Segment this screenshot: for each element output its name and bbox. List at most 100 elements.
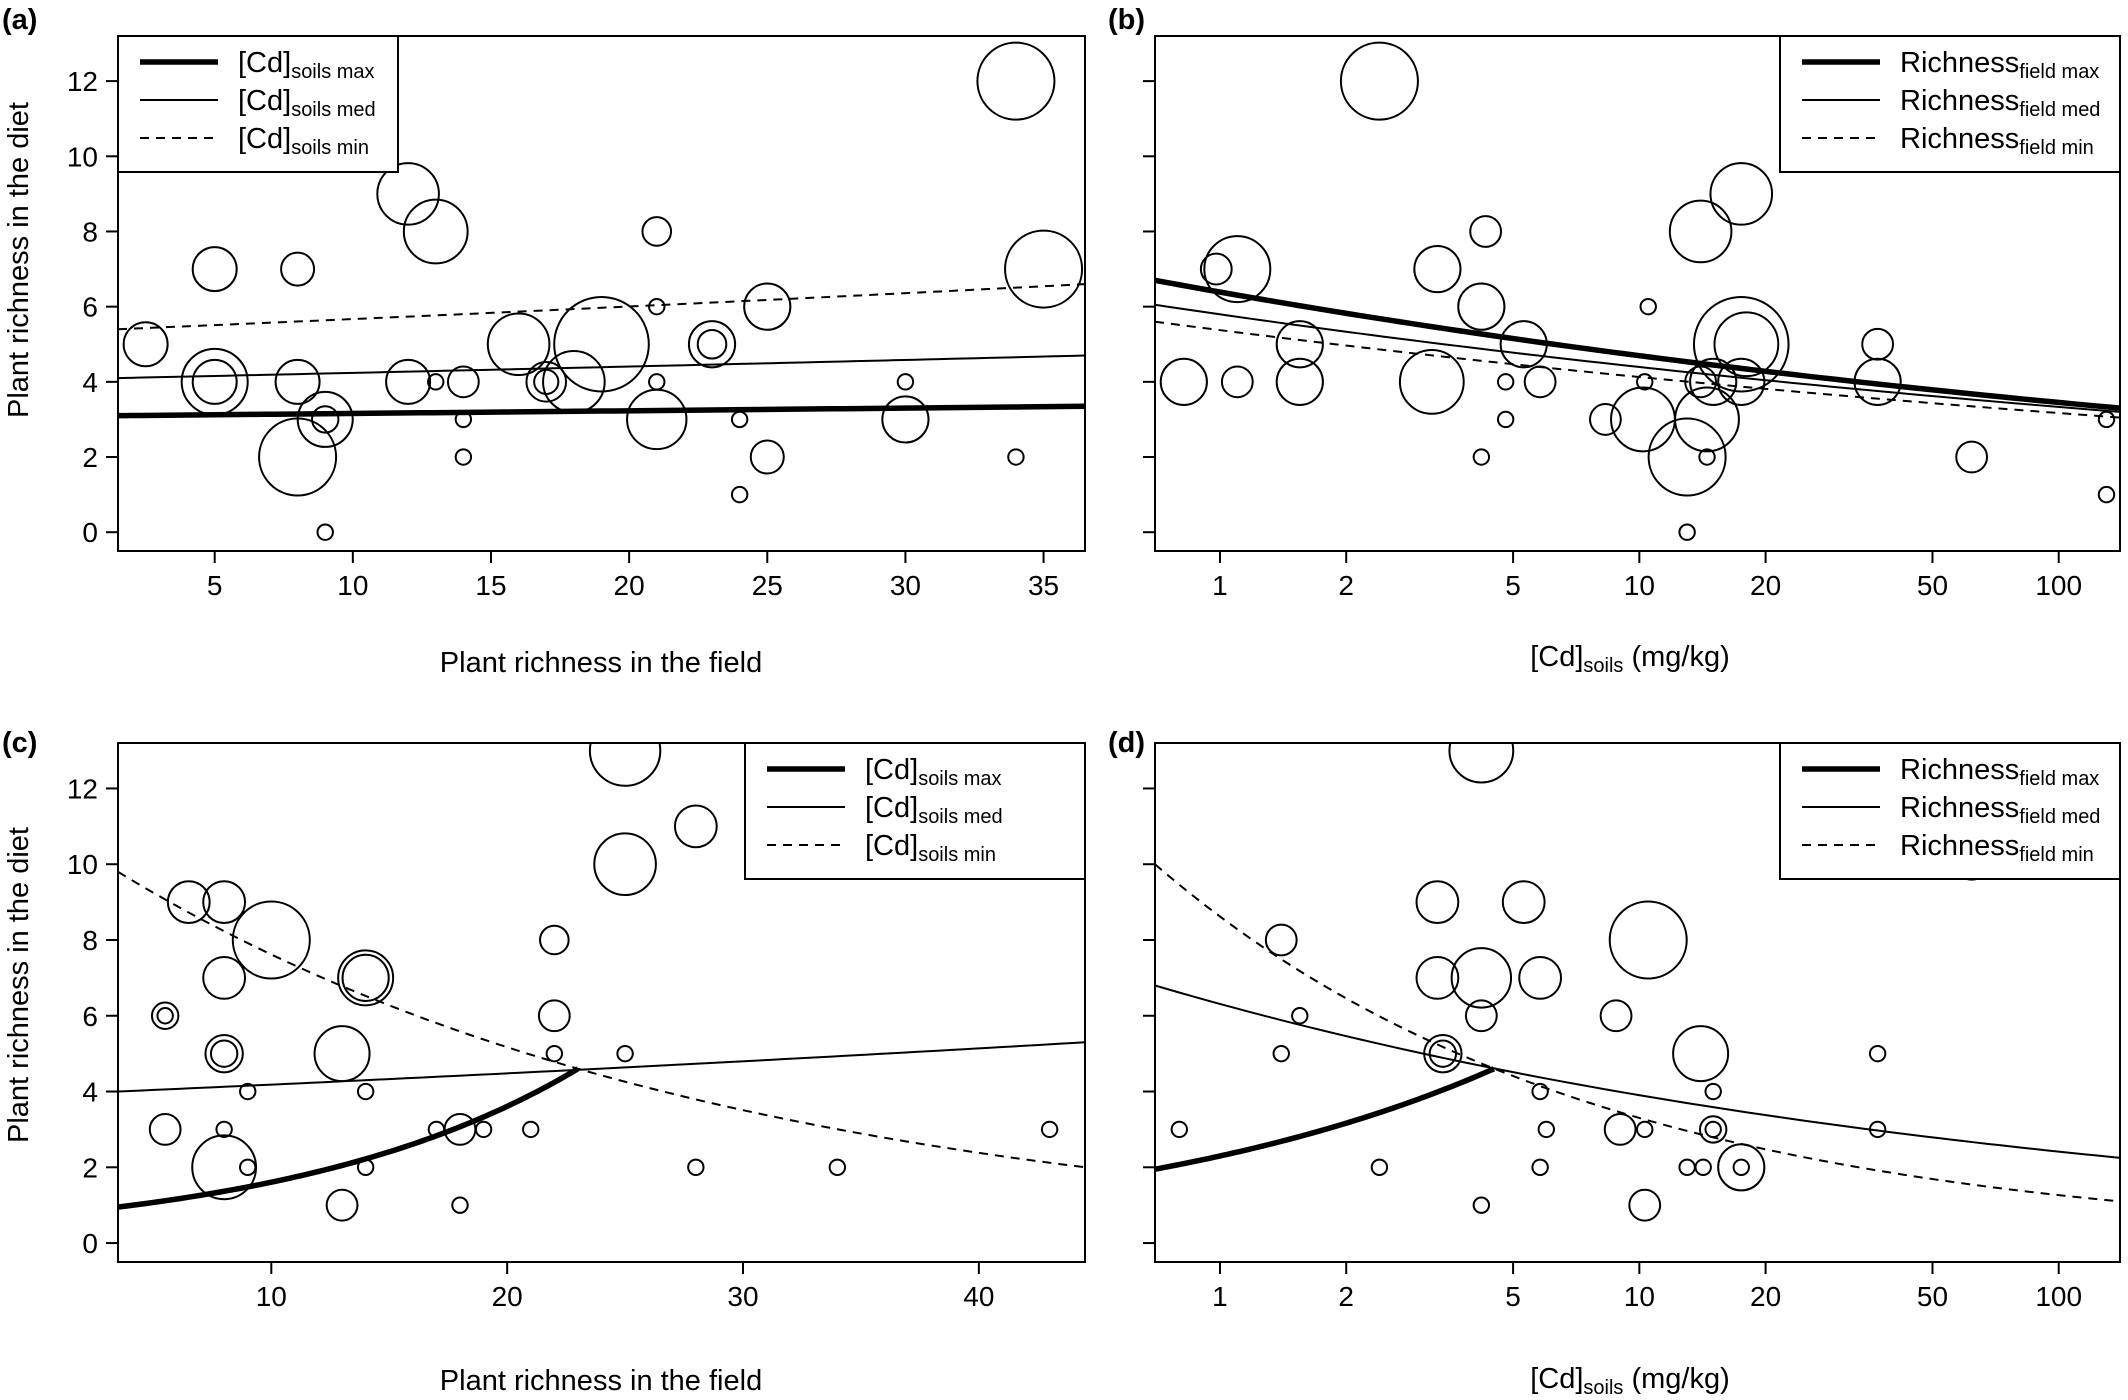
legend-box	[744, 743, 1085, 880]
panel-c-plot: [Cd]soils max[Cd]soils med[Cd]soils min 0…	[67, 742, 1086, 1312]
data-point	[1339, 41, 1419, 121]
panel-label-a: (a)	[2, 4, 37, 36]
data-point	[730, 485, 749, 504]
data-point	[341, 953, 390, 1002]
data-point	[641, 216, 673, 247]
data-point	[191, 358, 238, 405]
y-tick-label: 4	[82, 367, 98, 398]
data-point	[1689, 357, 1738, 406]
data-point	[1450, 947, 1513, 1009]
y-tick-label: 12	[67, 773, 98, 804]
legend-entry: [Cd]soils med	[238, 85, 376, 121]
data-point	[1428, 1039, 1458, 1068]
data-point	[1647, 417, 1727, 497]
legend-entry: Richnessfield med	[1900, 792, 2100, 828]
fit-line-thin	[118, 1041, 1085, 1093]
data-point	[648, 297, 666, 316]
x-tick-label: 25	[752, 570, 783, 601]
data-point	[588, 743, 662, 787]
y-axis-label-top: Plant richness in the diet	[3, 102, 35, 418]
x-tick-label: 35	[1028, 570, 1059, 601]
plot-area: [Cd]soils max[Cd]soils med[Cd]soils min	[118, 36, 1085, 541]
legend: [Cd]soils max[Cd]soils med[Cd]soils min	[118, 36, 399, 173]
x-tick-label: 10	[1624, 1281, 1655, 1312]
x-tick-label: 30	[727, 1281, 758, 1312]
data-point	[616, 1044, 634, 1063]
fit-line-dashed	[1155, 863, 2120, 1203]
data-point	[1589, 403, 1622, 436]
data-point	[1275, 320, 1324, 369]
data-point	[1678, 1158, 1696, 1176]
fit-line-thin	[1155, 984, 2120, 1159]
data-point	[454, 448, 473, 466]
data-point	[427, 373, 445, 391]
fit-line-dashed	[118, 870, 1085, 1169]
legend-entry: Richnessfield max	[1900, 47, 2099, 83]
data-point	[542, 350, 606, 414]
data-point	[402, 198, 469, 265]
x-tick-label: 30	[890, 570, 921, 601]
data-point	[1264, 923, 1298, 957]
data-point	[1698, 1115, 1728, 1144]
data-point	[1668, 199, 1733, 264]
data-point	[1537, 1120, 1556, 1139]
x-tick-label: 1	[1212, 1281, 1228, 1312]
legend-entry: [Cd]soils min	[865, 830, 996, 866]
data-point	[1853, 357, 1902, 406]
data-point	[1415, 955, 1460, 1000]
data-point	[1159, 357, 1208, 406]
data-point	[1531, 1082, 1549, 1101]
legend-box	[1779, 36, 2120, 173]
data-point	[1523, 365, 1557, 399]
data-point	[446, 365, 480, 399]
plot-area: [Cd]soils max[Cd]soils med[Cd]soils min	[118, 743, 1085, 1222]
data-point	[1464, 999, 1498, 1033]
data-point	[202, 880, 247, 925]
y-tick-label: 6	[82, 292, 98, 323]
data-point	[1472, 1196, 1491, 1214]
y-tick-label: 10	[67, 849, 98, 880]
x-tick-label: 15	[475, 570, 506, 601]
data-point	[1692, 295, 1790, 393]
data-point	[553, 295, 650, 393]
legend-entry: Richnessfield min	[1900, 830, 2094, 866]
data-point	[1398, 348, 1465, 415]
data-point	[1004, 229, 1084, 309]
data-point	[1007, 448, 1025, 466]
x-tick-label: 50	[1917, 570, 1948, 601]
data-point	[1698, 448, 1716, 466]
data-point	[1199, 252, 1233, 286]
legend-box	[118, 36, 399, 173]
data-point	[1713, 311, 1780, 378]
data-point	[730, 410, 749, 429]
data-point	[313, 1025, 371, 1083]
data-point	[1423, 1033, 1463, 1074]
data-point	[1448, 743, 1515, 784]
data-point	[743, 282, 792, 331]
x-tick-label: 40	[963, 1281, 994, 1312]
data-point	[1203, 235, 1272, 304]
legend-entry: Richnessfield med	[1900, 85, 2100, 121]
data-point	[593, 832, 657, 897]
data-point	[1694, 1158, 1712, 1176]
y-tick-label: 4	[82, 1077, 98, 1108]
data-point	[1868, 1120, 1887, 1139]
y-tick-label: 0	[82, 1228, 98, 1259]
data-point	[1717, 1143, 1766, 1192]
x-tick-label: 20	[1750, 1281, 1781, 1312]
plot-frame	[117, 35, 1086, 552]
data-point	[1672, 1025, 1730, 1083]
data-point	[474, 1120, 493, 1139]
data-point	[1868, 1044, 1887, 1063]
data-point	[537, 999, 571, 1033]
data-point	[451, 1196, 469, 1214]
data-point	[1732, 1158, 1750, 1176]
data-point	[215, 1120, 233, 1139]
data-point	[325, 1188, 359, 1222]
data-point	[150, 1001, 180, 1030]
data-point	[522, 1120, 540, 1139]
x-tick-label: 5	[1505, 570, 1521, 601]
data-point	[1628, 1188, 1662, 1222]
